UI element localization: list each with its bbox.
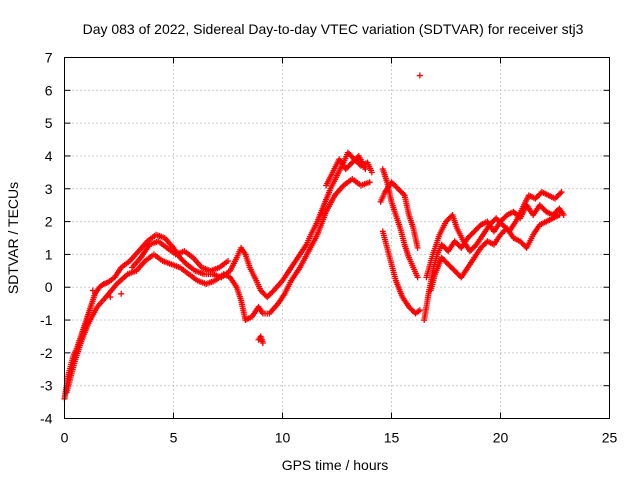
y-tick-label: 6 bbox=[45, 82, 53, 98]
data-point bbox=[366, 179, 373, 186]
data-point bbox=[362, 166, 369, 173]
x-tick-label: 0 bbox=[61, 430, 69, 446]
plot-frame bbox=[64, 57, 610, 419]
x-tick-label: 5 bbox=[170, 430, 178, 446]
data-point bbox=[414, 274, 421, 281]
data-point bbox=[269, 288, 276, 295]
x-axis-label: GPS time / hours bbox=[282, 457, 389, 473]
y-tick-label: -4 bbox=[40, 411, 53, 427]
y-tick-label: 3 bbox=[45, 181, 53, 197]
data-point bbox=[416, 72, 423, 79]
data-points bbox=[61, 72, 567, 402]
data-point bbox=[368, 169, 375, 176]
y-tick-label: 2 bbox=[45, 214, 53, 230]
y-tick-label: 5 bbox=[45, 115, 53, 131]
y-tick-label: 1 bbox=[45, 246, 53, 262]
data-point bbox=[557, 190, 564, 197]
data-point bbox=[556, 212, 563, 219]
data-point bbox=[400, 191, 407, 198]
tick-layer: 0 5 10 15 20 25 -4 -3 -2 -1 0 1 2 3 4 5 6 7 bbox=[40, 50, 617, 446]
y-tick-label: 0 bbox=[45, 279, 53, 295]
x-tick-label: 10 bbox=[275, 430, 291, 446]
data-point bbox=[182, 259, 189, 266]
data-point bbox=[89, 287, 96, 294]
data-point bbox=[107, 294, 114, 301]
y-axis-label: SDTVAR / TECUs bbox=[5, 182, 21, 294]
data-point bbox=[558, 189, 565, 196]
y-tick-label: -1 bbox=[40, 312, 53, 328]
grid-layer bbox=[64, 57, 610, 419]
y-tick-label: 7 bbox=[45, 50, 53, 66]
y-tick-label: 4 bbox=[45, 148, 53, 164]
x-tick-label: 15 bbox=[384, 430, 400, 446]
y-tick-label: -2 bbox=[40, 345, 53, 361]
y-tick-label: -3 bbox=[40, 378, 53, 394]
data-point bbox=[416, 307, 423, 314]
data-point bbox=[225, 257, 231, 264]
x-tick-label: 25 bbox=[602, 430, 618, 446]
chart-title: Day 083 of 2022, Sidereal Day-to-day VTE… bbox=[83, 21, 584, 37]
x-tick-label: 20 bbox=[493, 430, 509, 446]
data-point bbox=[414, 244, 421, 251]
data-point bbox=[118, 290, 125, 297]
data-point bbox=[259, 340, 266, 347]
